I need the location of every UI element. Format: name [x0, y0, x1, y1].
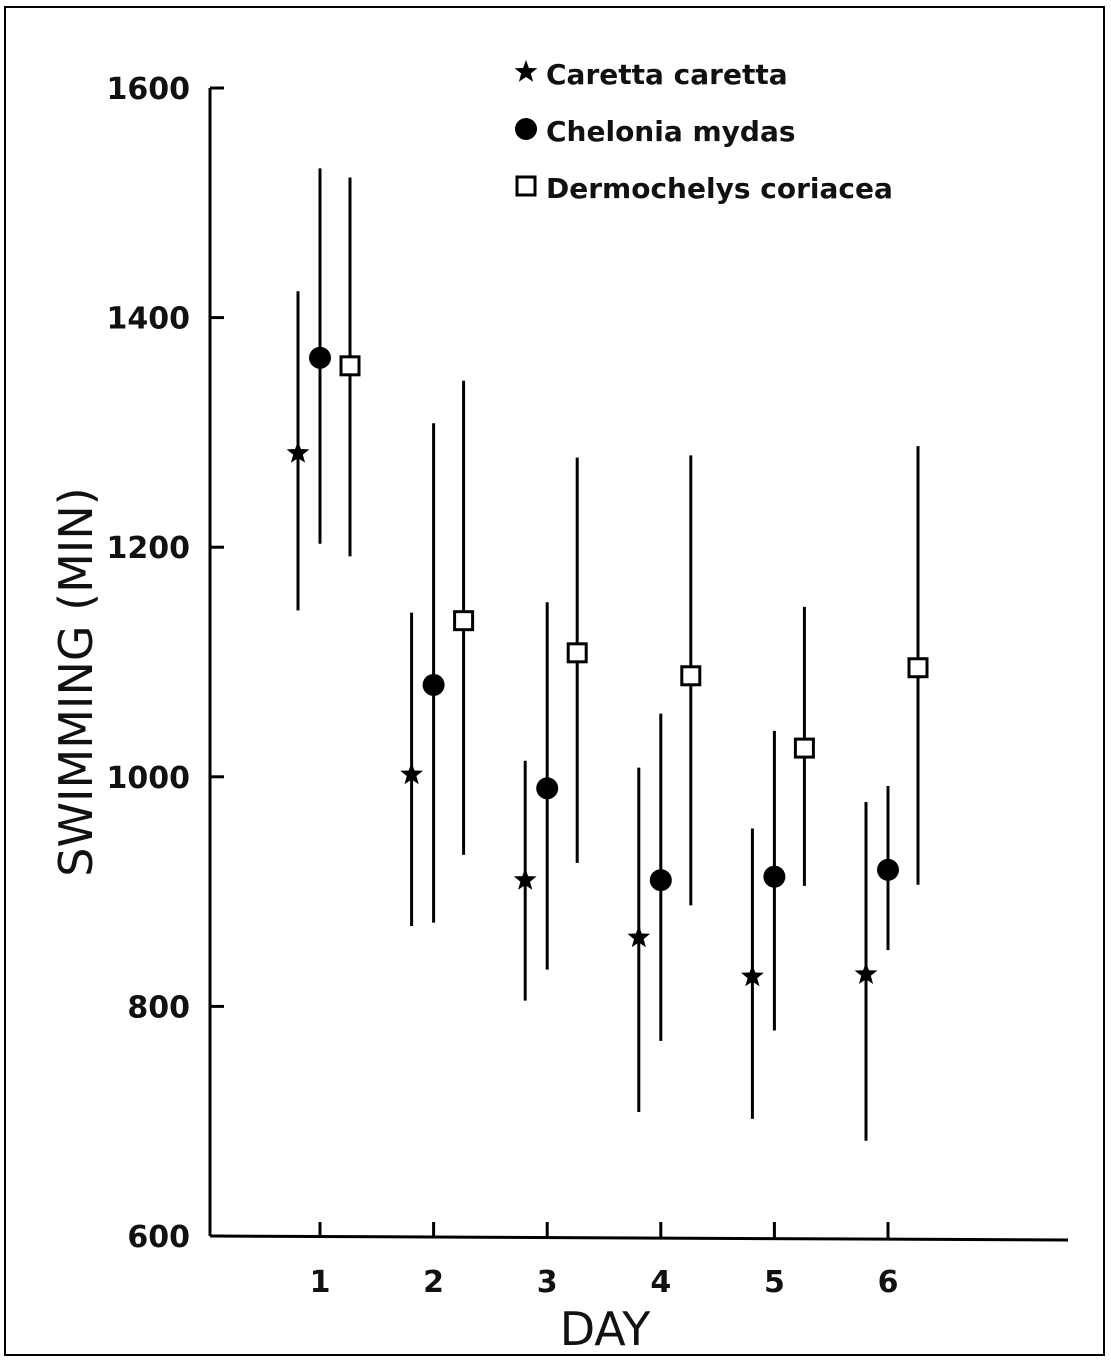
legend-item-chelonia-mydas: Chelonia mydas	[515, 115, 796, 148]
point-chelonia-mydas-day-5	[763, 865, 786, 888]
point-dermochelys-coriacea-day-2	[453, 610, 475, 632]
point-caretta-caretta-day-5	[741, 964, 764, 987]
legend-label-chelonia-mydas: Chelonia mydas	[546, 115, 796, 148]
series-caretta-caretta	[286, 291, 878, 1141]
point-caretta-caretta-day-1	[286, 441, 310, 463]
x-tick-label-3: 3	[537, 1265, 558, 1300]
legend-item-caretta-caretta: Caretta caretta	[514, 58, 788, 91]
point-caretta-caretta-day-6	[854, 962, 878, 984]
y-tick-label-1400: 1400	[107, 302, 191, 337]
x-tick-label-6: 6	[878, 1265, 899, 1300]
point-dermochelys-coriacea-day-6	[907, 657, 929, 679]
y-ticks: 600 800 1000 1200 1400 1600	[107, 72, 224, 1255]
series-dermochelys-coriacea	[339, 177, 929, 906]
chart-frame	[4, 6, 1105, 1356]
y-axis-label: SWIMMING (MIN)	[49, 487, 103, 876]
x-axis-label: DAY	[560, 1302, 652, 1356]
y-tick-label-1600: 1600	[107, 72, 191, 107]
y-tick-label-600: 600	[127, 1220, 190, 1255]
point-dermochelys-coriacea-day-1	[339, 355, 361, 377]
x-tick-label-4: 4	[650, 1265, 671, 1300]
legend: Caretta caretta Chelonia mydas Dermochelys…	[514, 58, 893, 205]
point-chelonia-mydas-day-3	[536, 777, 559, 800]
point-chelonia-mydas-day-2	[422, 673, 445, 696]
axes	[208, 88, 1069, 1242]
data-marks	[286, 168, 929, 1141]
series-chelonia-mydas	[309, 168, 899, 1041]
legend-marker-caretta-caretta	[514, 60, 538, 82]
point-dermochelys-coriacea-day-4	[680, 665, 702, 687]
legend-item-dermochelys-coriacea: Dermochelys coriacea	[515, 172, 893, 205]
x-tick-label-5: 5	[764, 1265, 785, 1300]
legend-marker-dermochelys-coriacea	[515, 175, 537, 197]
x-tick-label-2: 2	[423, 1265, 444, 1300]
point-caretta-caretta-day-4	[627, 925, 651, 948]
legend-marker-chelonia-mydas	[515, 118, 537, 140]
point-chelonia-mydas-day-4	[649, 869, 672, 892]
y-tick-label-1000: 1000	[107, 761, 191, 796]
y-tick-label-1200: 1200	[107, 531, 191, 566]
point-chelonia-mydas-day-6	[877, 858, 899, 881]
y-tick-label-800: 800	[127, 990, 190, 1025]
point-dermochelys-coriacea-day-5	[793, 737, 815, 759]
legend-label-dermochelys-coriacea: Dermochelys coriacea	[546, 172, 893, 205]
x-ticks: 1 2 3 4 5 6	[310, 1222, 899, 1300]
x-tick-label-1: 1	[310, 1265, 331, 1300]
legend-label-caretta-caretta: Caretta caretta	[546, 58, 788, 91]
point-dermochelys-coriacea-day-3	[566, 642, 588, 664]
point-chelonia-mydas-day-1	[309, 346, 331, 369]
point-caretta-caretta-day-2	[400, 762, 423, 785]
point-caretta-caretta-day-3	[513, 868, 537, 890]
x-axis-line	[209, 1234, 1069, 1242]
